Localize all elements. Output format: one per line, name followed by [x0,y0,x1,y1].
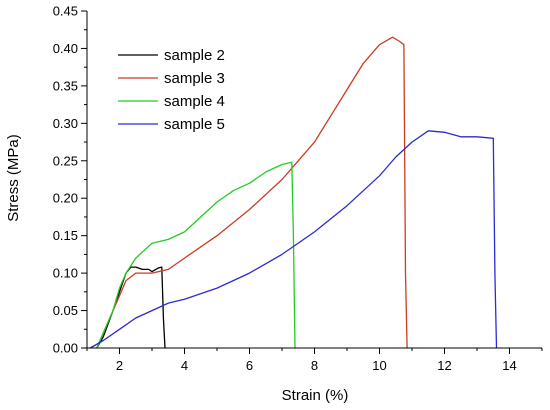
legend-label-sample-4: sample 4 [164,93,225,110]
y-tick-label: 0.45 [53,4,78,19]
y-tick-label: 0.15 [53,228,78,243]
y-tick-label: 0.30 [53,116,78,131]
y-tick-label: 0.25 [53,153,78,168]
x-tick-label: 4 [181,358,188,373]
plot-background [87,11,542,348]
x-tick-label: 6 [246,358,253,373]
plot-area [87,11,542,348]
x-axis-title: Strain (%) [282,387,349,404]
y-tick-label: 0.40 [53,41,78,56]
y-tick-label: 0.00 [53,341,78,356]
legend-label-sample-2: sample 2 [164,47,225,64]
legend-label-sample-3: sample 3 [164,70,225,87]
legend-label-sample-5: sample 5 [164,116,225,133]
y-tick-label: 0.35 [53,78,78,93]
y-axis-title: Stress (MPa) [5,134,22,222]
x-tick-label: 10 [372,358,386,373]
y-tick-label: 0.20 [53,191,78,206]
x-tick-label: 12 [437,358,451,373]
x-tick-label: 8 [311,358,318,373]
x-tick-label: 2 [116,358,123,373]
y-tick-label: 0.10 [53,266,78,281]
x-tick-label: 14 [502,358,516,373]
y-tick-label: 0.05 [53,303,78,318]
